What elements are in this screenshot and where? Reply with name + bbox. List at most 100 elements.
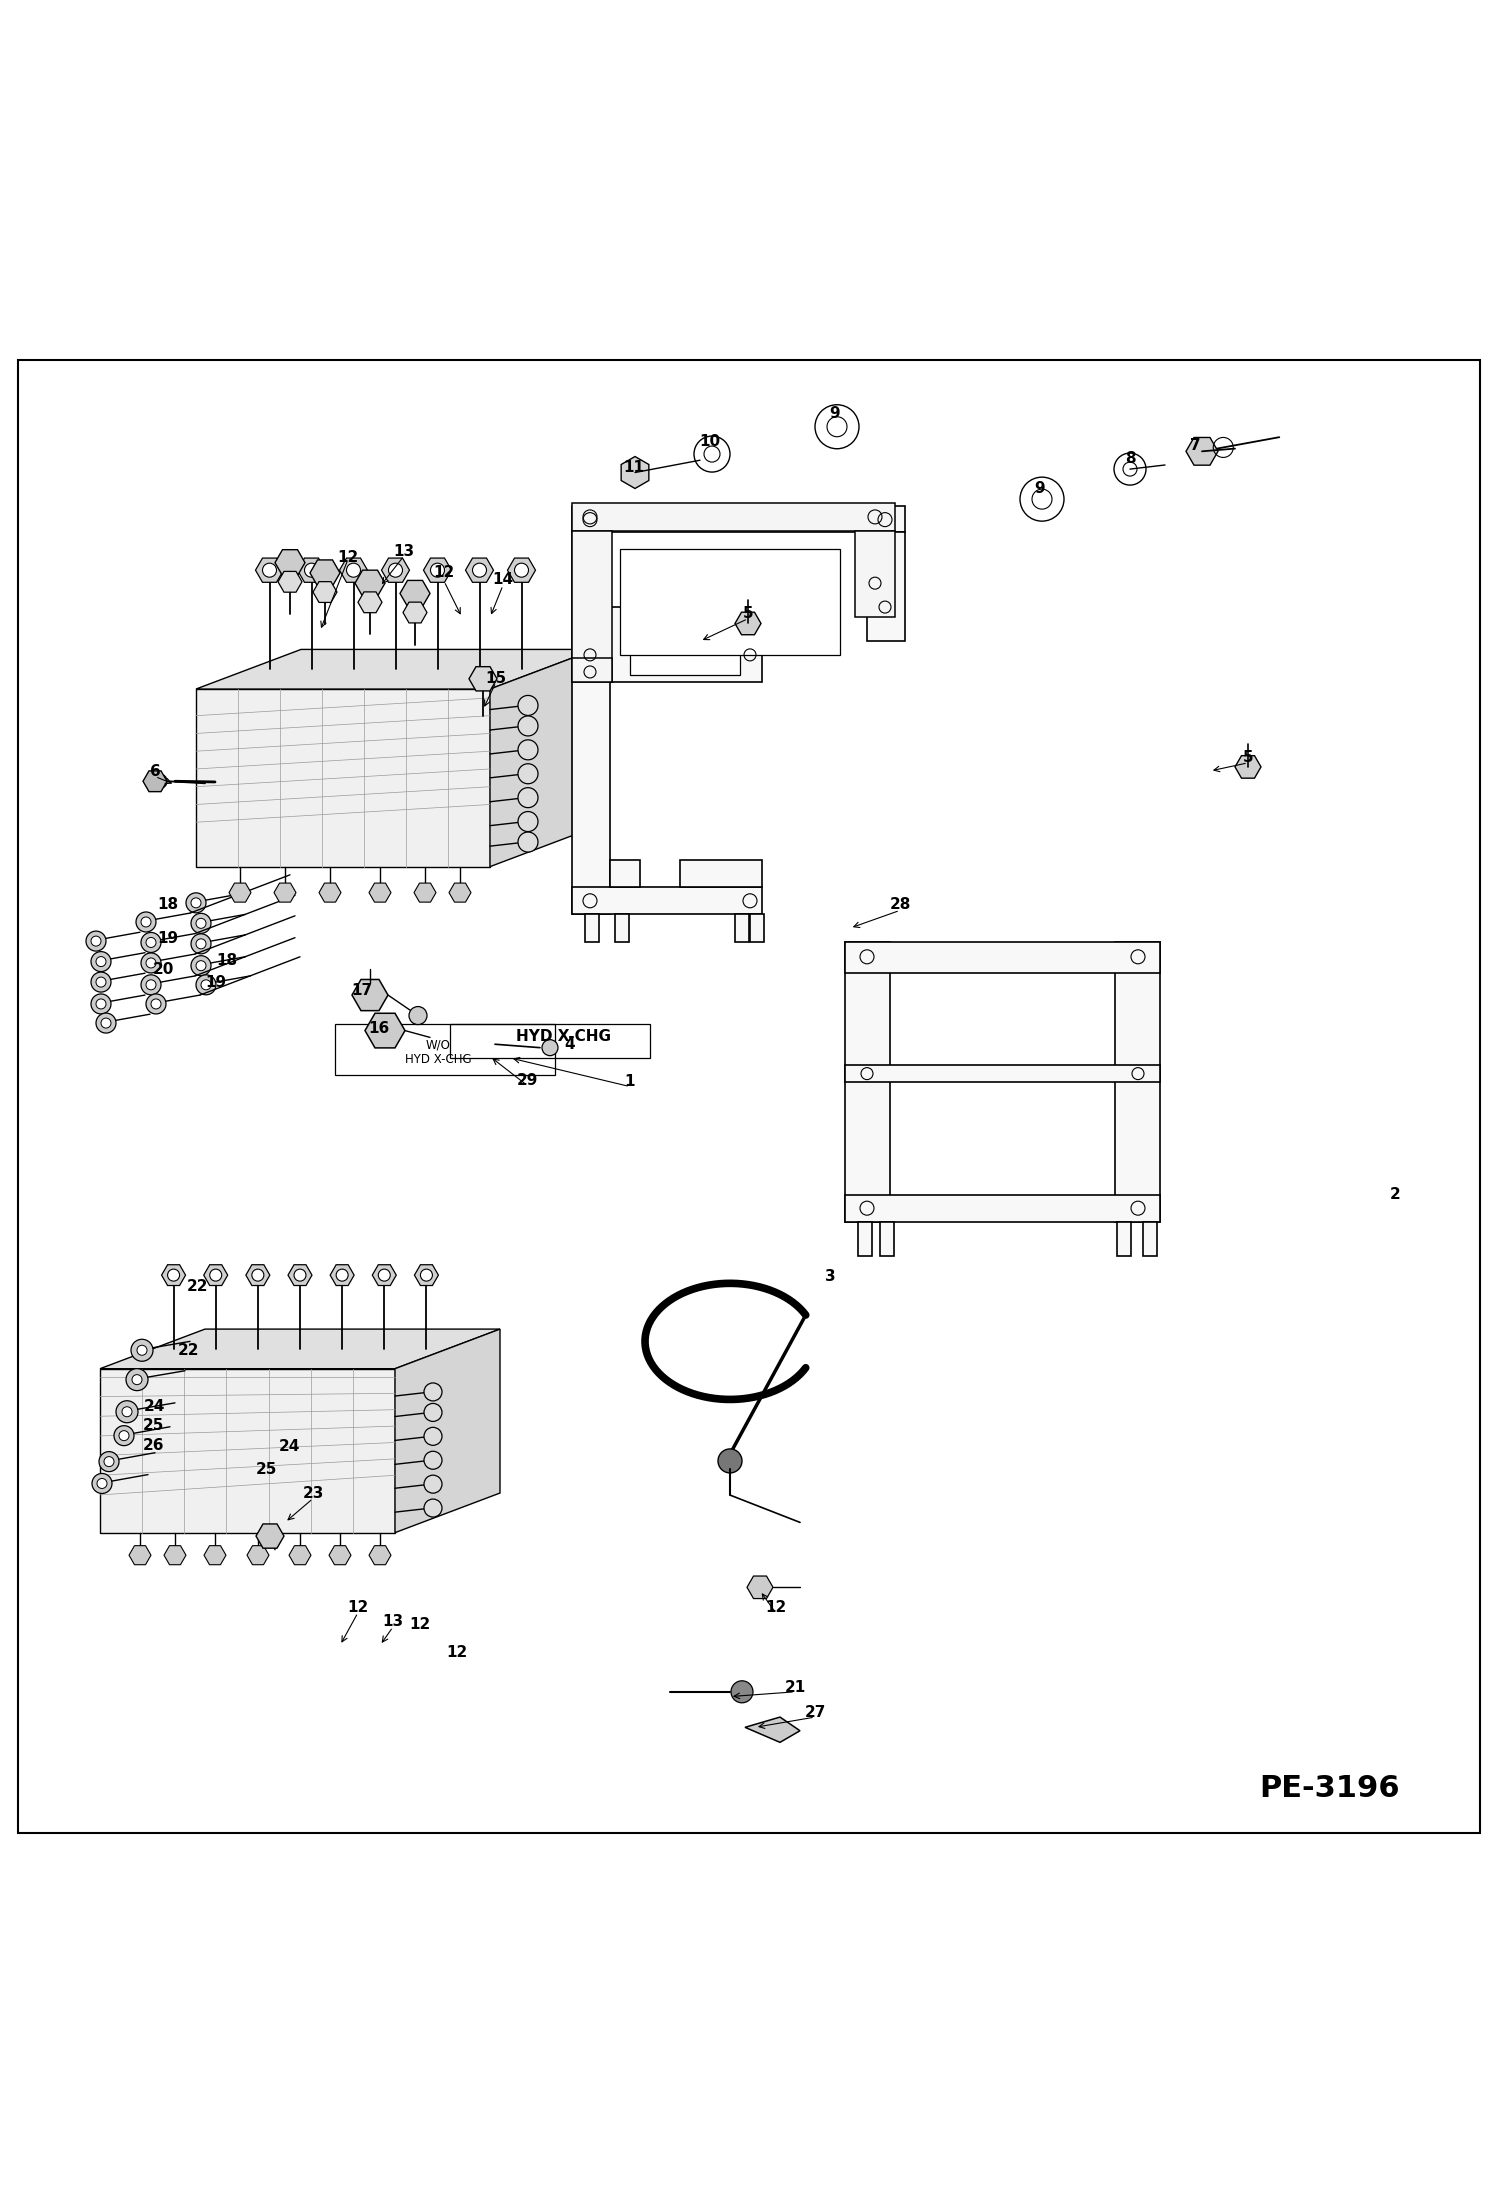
Polygon shape (622, 456, 649, 489)
Text: 24: 24 (144, 1399, 165, 1414)
Polygon shape (424, 557, 451, 583)
Text: 23: 23 (303, 1487, 324, 1502)
Polygon shape (858, 1222, 872, 1257)
Circle shape (141, 932, 160, 952)
Polygon shape (246, 1265, 270, 1285)
Circle shape (514, 564, 529, 577)
Polygon shape (229, 884, 252, 901)
Text: 15: 15 (485, 671, 506, 686)
Circle shape (196, 961, 207, 971)
Circle shape (731, 1680, 753, 1702)
Circle shape (85, 932, 106, 952)
Text: 13: 13 (394, 544, 415, 559)
Polygon shape (352, 980, 388, 1011)
Polygon shape (319, 884, 342, 901)
Text: 8: 8 (1125, 452, 1135, 467)
Polygon shape (289, 1546, 312, 1566)
Polygon shape (204, 1265, 228, 1285)
Circle shape (96, 956, 106, 967)
Circle shape (430, 564, 445, 577)
Polygon shape (369, 884, 391, 901)
Polygon shape (748, 1577, 773, 1599)
Text: W/O
HYD X-CHG: W/O HYD X-CHG (404, 1039, 472, 1066)
Polygon shape (340, 557, 367, 583)
Circle shape (126, 1368, 148, 1390)
Circle shape (542, 1039, 557, 1055)
Polygon shape (162, 1265, 186, 1285)
Circle shape (518, 763, 538, 783)
Circle shape (145, 993, 166, 1013)
Circle shape (100, 1018, 111, 1029)
Text: 18: 18 (216, 952, 238, 967)
Polygon shape (413, 884, 436, 901)
Text: PE-3196: PE-3196 (1260, 1774, 1401, 1803)
Circle shape (388, 564, 403, 577)
Polygon shape (508, 557, 535, 583)
Polygon shape (736, 612, 761, 634)
Polygon shape (490, 649, 595, 866)
Circle shape (421, 1270, 433, 1281)
Text: 22: 22 (178, 1342, 199, 1357)
Circle shape (518, 739, 538, 759)
Bar (620, 548, 840, 656)
Polygon shape (276, 550, 306, 575)
Polygon shape (1115, 941, 1159, 1222)
Circle shape (91, 993, 111, 1013)
Circle shape (132, 1375, 142, 1384)
Text: 6: 6 (150, 763, 160, 779)
Polygon shape (298, 557, 325, 583)
Text: 25: 25 (142, 1419, 163, 1432)
Text: 25: 25 (255, 1461, 277, 1476)
Circle shape (304, 564, 319, 577)
Polygon shape (1143, 1222, 1156, 1257)
Circle shape (130, 1340, 153, 1362)
Circle shape (145, 980, 156, 989)
Circle shape (186, 893, 207, 912)
Polygon shape (736, 914, 749, 941)
Circle shape (424, 1404, 442, 1421)
Polygon shape (845, 941, 890, 1222)
Polygon shape (256, 1524, 285, 1548)
Text: 9: 9 (1035, 482, 1046, 496)
Circle shape (518, 787, 538, 807)
Polygon shape (469, 667, 497, 691)
Text: 29: 29 (517, 1072, 538, 1088)
Bar (336, 1024, 554, 1075)
Polygon shape (572, 533, 610, 914)
Circle shape (114, 1425, 133, 1445)
Circle shape (409, 1007, 427, 1024)
Text: 12: 12 (433, 566, 454, 581)
Polygon shape (845, 1066, 1159, 1081)
Text: 5: 5 (743, 607, 753, 621)
Text: 26: 26 (142, 1439, 163, 1454)
Polygon shape (1234, 757, 1261, 779)
Polygon shape (1118, 1222, 1131, 1257)
Circle shape (192, 912, 211, 934)
Circle shape (196, 919, 207, 928)
Text: 2: 2 (1390, 1186, 1401, 1202)
Polygon shape (256, 557, 283, 583)
Circle shape (379, 1270, 391, 1281)
Circle shape (91, 936, 100, 945)
Circle shape (99, 1452, 118, 1472)
Circle shape (192, 934, 211, 954)
Polygon shape (845, 1195, 1159, 1222)
Circle shape (192, 956, 211, 976)
Polygon shape (196, 689, 490, 866)
Circle shape (424, 1428, 442, 1445)
Polygon shape (867, 533, 905, 640)
Circle shape (136, 1344, 147, 1355)
Text: 13: 13 (382, 1614, 403, 1629)
Text: 19: 19 (205, 976, 226, 991)
Bar (631, 621, 740, 675)
Text: 28: 28 (890, 897, 911, 912)
Polygon shape (100, 1329, 500, 1368)
Polygon shape (100, 1368, 395, 1533)
Polygon shape (196, 649, 595, 689)
Polygon shape (288, 1265, 312, 1285)
Text: 12: 12 (409, 1618, 430, 1632)
Polygon shape (373, 1265, 397, 1285)
Circle shape (121, 1406, 132, 1417)
Circle shape (96, 1000, 106, 1009)
Polygon shape (572, 502, 894, 531)
